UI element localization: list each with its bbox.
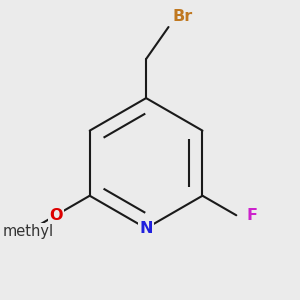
Text: Br: Br xyxy=(172,9,193,24)
Text: methyl: methyl xyxy=(3,224,54,238)
Text: O: O xyxy=(49,208,63,223)
Text: N: N xyxy=(139,221,153,236)
Text: F: F xyxy=(247,208,258,223)
